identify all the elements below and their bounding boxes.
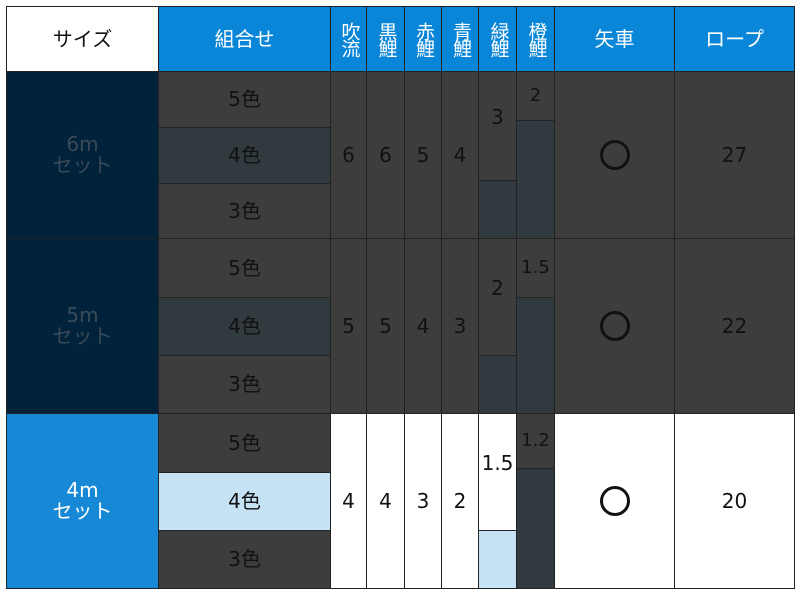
akagoi-cell: 5	[404, 71, 442, 239]
midorigoi-empty-cell	[478, 180, 517, 239]
size-cell: 5m セット	[6, 238, 159, 414]
daidaigoi-cell: 1.5	[516, 238, 555, 298]
rope-cell: 20	[674, 413, 795, 589]
aogoi-cell: 4	[441, 71, 479, 239]
daidaigoi-empty-cell	[516, 297, 555, 414]
size-cell: 4m セット	[6, 413, 159, 589]
header-combo: 組合せ	[158, 6, 331, 72]
combo-cell: 5色	[158, 71, 331, 128]
kurogoi-cell: 5	[366, 238, 405, 414]
fukinagashi-cell: 6	[330, 71, 367, 239]
midorigoi-cell: 2	[478, 238, 517, 356]
combo-cell: 3色	[158, 183, 331, 239]
circle-mark-icon	[599, 486, 630, 516]
circle-mark-icon	[599, 140, 630, 170]
header-midorigoi: 緑鯉	[478, 6, 517, 72]
fukinagashi-cell: 4	[330, 413, 367, 589]
header-yaguruma: 矢車	[554, 6, 675, 72]
fukinagashi-cell: 5	[330, 238, 367, 414]
daidaigoi-cell: 2	[516, 71, 555, 121]
header-kurogoi: 黒鯉	[366, 6, 405, 72]
header-daidaigoi: 橙鯉	[516, 6, 555, 72]
akagoi-cell: 3	[404, 413, 442, 589]
midorigoi-cell: 3	[478, 71, 517, 181]
midorigoi-empty-cell	[478, 530, 517, 589]
aogoi-cell: 3	[441, 238, 479, 414]
yaguruma-cell	[554, 413, 675, 589]
daidaigoi-empty-cell	[516, 468, 555, 589]
daidaigoi-cell: 1.2	[516, 413, 555, 469]
combo-cell: 5色	[158, 238, 331, 298]
akagoi-cell: 4	[404, 238, 442, 414]
kurogoi-cell: 6	[366, 71, 405, 239]
combo-cell: 5色	[158, 413, 331, 473]
combo-cell: 4色	[158, 472, 331, 531]
combo-cell: 3色	[158, 530, 331, 589]
combo-cell: 3色	[158, 355, 331, 414]
header-aogoi: 青鯉	[441, 6, 479, 72]
header-akagoi: 赤鯉	[404, 6, 442, 72]
circle-mark-icon	[599, 311, 630, 341]
daidaigoi-empty-cell	[516, 120, 555, 239]
header-size: サイズ	[6, 6, 159, 72]
combo-cell: 4色	[158, 297, 331, 356]
aogoi-cell: 2	[441, 413, 479, 589]
combo-cell: 4色	[158, 127, 331, 184]
yaguruma-cell	[554, 238, 675, 414]
kurogoi-cell: 4	[366, 413, 405, 589]
midorigoi-empty-cell	[478, 355, 517, 414]
rope-cell: 27	[674, 71, 795, 239]
size-cell: 6m セット	[6, 71, 159, 239]
header-rope: ロープ	[674, 6, 795, 72]
rope-cell: 22	[674, 238, 795, 414]
yaguruma-cell	[554, 71, 675, 239]
midorigoi-cell: 1.5	[478, 413, 517, 531]
header-fukinagashi: 吹流	[330, 6, 367, 72]
